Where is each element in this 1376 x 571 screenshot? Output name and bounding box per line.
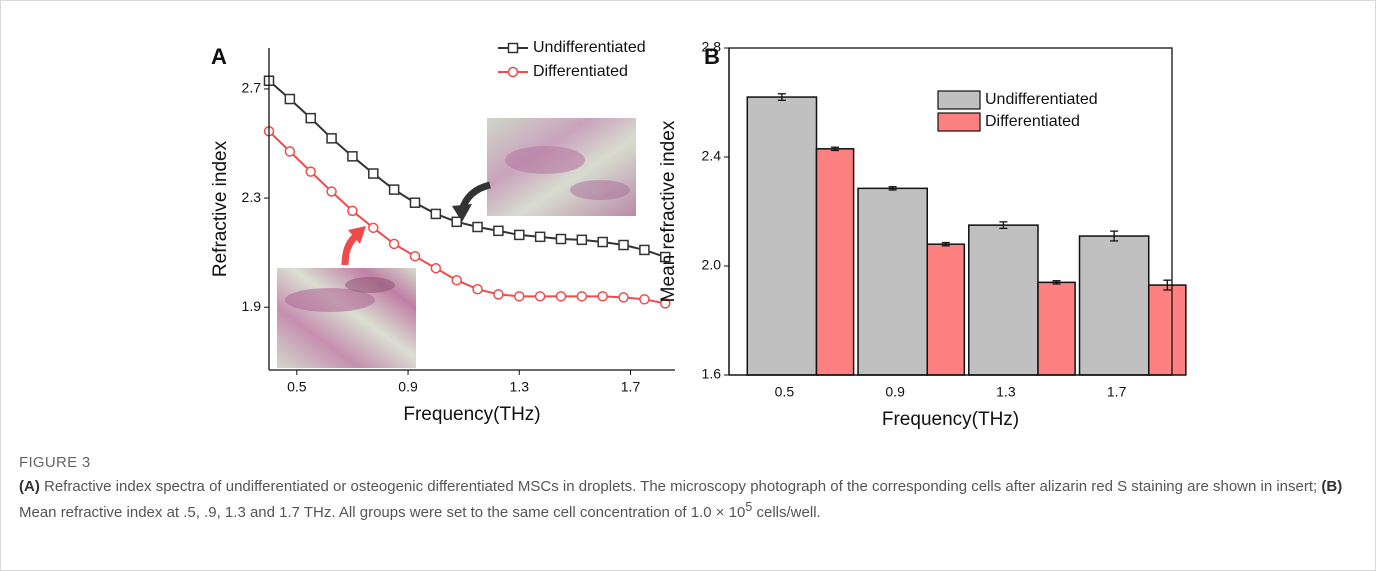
caption-part: cells/well.: [752, 504, 821, 521]
marker: [660, 251, 671, 263]
y-tick-label: 2.0: [702, 257, 722, 273]
marker: [388, 184, 400, 195]
marker: [284, 146, 296, 157]
inset-cell: [345, 277, 395, 293]
marker: [368, 168, 379, 179]
marker: [430, 208, 442, 220]
x-tick-label: 1.3: [996, 384, 1016, 400]
legend-label: Undifferentiated: [985, 91, 1098, 108]
y-tick-label: 1.6: [702, 366, 722, 382]
panel-label: B: [704, 44, 720, 69]
x-axis-title: Frequency(THz): [403, 404, 540, 425]
bar: [746, 96, 818, 376]
plot-frame: [728, 47, 1173, 376]
bar: [857, 187, 928, 376]
y-tick-label: 2.3: [242, 189, 262, 205]
bar: [968, 224, 1039, 376]
x-tick-label: 1.7: [621, 379, 641, 395]
arrow-head: [348, 226, 366, 244]
caption-part: Refractive index spectra of undifferenti…: [39, 477, 1322, 495]
y-tick-label: 2.4: [702, 148, 722, 164]
marker: [326, 186, 337, 197]
marker: [430, 262, 442, 274]
marker: [555, 291, 567, 302]
y-axis-title: Refractive index: [210, 140, 231, 277]
x-axis-title: Frequency(THz): [882, 409, 1019, 430]
caption-part: Mean refractive index at .5, .9, 1.3 and…: [19, 504, 746, 521]
marker: [576, 291, 588, 302]
marker: [639, 244, 650, 256]
legend-marker: [507, 66, 519, 78]
bar: [1037, 281, 1076, 376]
legend-label: Undifferentiated: [533, 39, 646, 56]
legend-swatch: [937, 112, 981, 132]
marker: [347, 205, 358, 217]
marker: [597, 291, 608, 302]
marker: [388, 238, 400, 250]
marker: [639, 294, 650, 305]
marker: [409, 197, 421, 208]
marker: [284, 93, 296, 105]
x-tick-label: 0.9: [398, 379, 418, 395]
caption-label: FIGURE 3: [19, 454, 91, 471]
legend-swatch: [937, 90, 981, 110]
inset-cell: [505, 146, 585, 174]
x-tick-label: 0.9: [885, 384, 905, 400]
bar: [1147, 284, 1187, 376]
y-axis-title: Mean refractive index: [658, 120, 679, 302]
x-tick-label: 0.5: [775, 384, 795, 400]
legend-label: Differentiated: [533, 63, 628, 80]
figure: 1.9 2.3 2.7 0.5 0.9 1.3 1.7 Undifferentiated Dif…: [210, 39, 1187, 430]
arrow: [341, 233, 359, 266]
marker: [514, 291, 525, 302]
x-tick-label: 1.3: [510, 379, 530, 395]
marker: [576, 234, 588, 246]
x-tick-label: 1.7: [1107, 384, 1127, 400]
caption-tag: (A): [19, 477, 40, 495]
marker: [514, 229, 525, 241]
marker: [326, 133, 337, 144]
y-tick-label: 1.9: [242, 298, 262, 314]
bar: [815, 148, 855, 376]
y-tick-label: 2.8: [702, 39, 722, 55]
y-tick-label: 2.7: [242, 80, 262, 96]
arrow-head: [452, 204, 472, 222]
marker: [472, 221, 483, 233]
marker: [555, 233, 567, 245]
marker: [451, 274, 462, 286]
marker: [368, 222, 379, 234]
inset-cell: [285, 288, 375, 312]
marker: [451, 216, 462, 228]
x-tick-label: 0.5: [287, 379, 307, 395]
caption-tag: (B): [1321, 477, 1343, 495]
bar: [1078, 235, 1150, 376]
marker: [618, 292, 629, 303]
marker: [534, 291, 546, 302]
legend-label: Differentiated: [985, 113, 1080, 130]
marker: [597, 236, 608, 248]
panel-label: A: [211, 44, 227, 69]
marker: [534, 231, 546, 243]
caption-superscript: 5: [745, 500, 753, 514]
marker: [305, 112, 316, 124]
caption: FIGURE 3 (A) Refractive index spectra of…: [19, 452, 1349, 524]
inset-cell: [570, 180, 630, 200]
marker: [305, 166, 316, 177]
marker: [493, 289, 504, 300]
marker: [493, 225, 504, 237]
marker: [618, 239, 629, 251]
marker: [409, 250, 421, 262]
legend-marker: [507, 42, 519, 54]
caption-text: (A) Refractive index spectra of undiffer…: [19, 476, 1349, 524]
marker: [472, 283, 483, 295]
bar: [926, 243, 966, 376]
marker: [347, 151, 358, 162]
marker: [660, 298, 671, 309]
